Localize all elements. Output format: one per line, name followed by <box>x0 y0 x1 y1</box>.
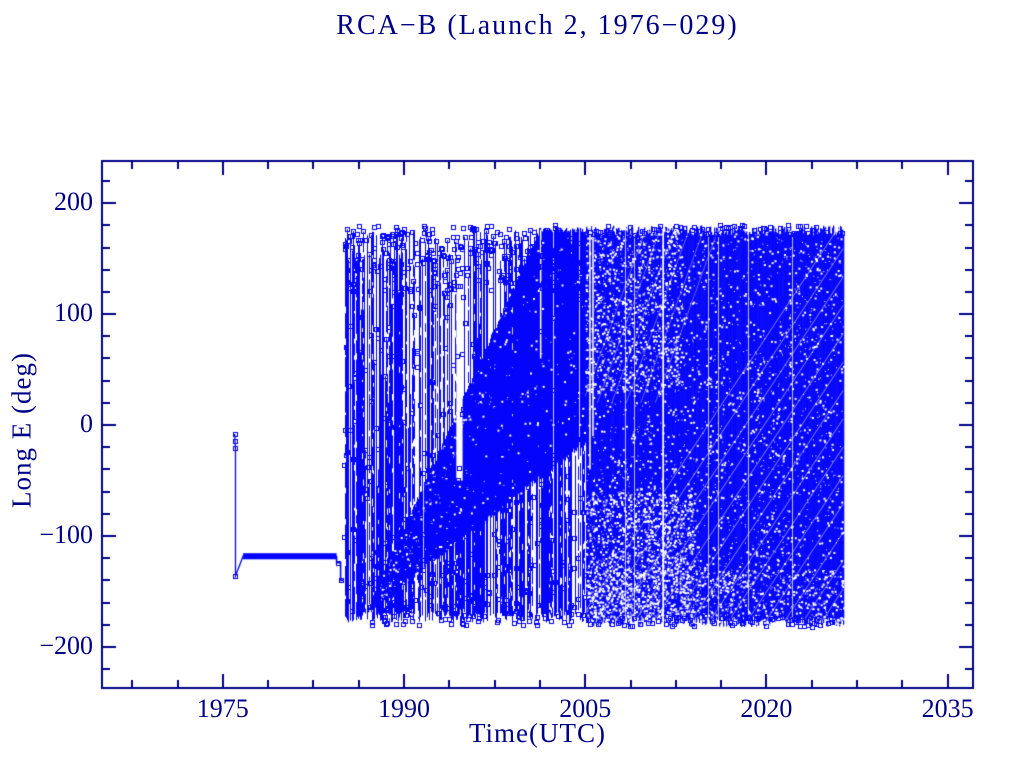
y-tick-label: 0 <box>80 409 93 439</box>
y-tick-label: 100 <box>54 298 93 328</box>
x-tick-label: 1975 <box>196 694 249 723</box>
x-tick-label: 2005 <box>559 694 612 723</box>
y-tick-label: −100 <box>39 520 93 549</box>
plot-title: RCA−B (Launch 2, 1976−029) <box>336 10 739 41</box>
y-tick-label: 200 <box>54 187 93 217</box>
x-tick-label: 1990 <box>378 694 430 723</box>
x-axis-label: Time(UTC) <box>468 718 606 748</box>
x-tick-label: 2020 <box>740 694 793 723</box>
y-tick-label: −200 <box>39 630 93 660</box>
x-tick-label: 2035 <box>921 694 974 723</box>
